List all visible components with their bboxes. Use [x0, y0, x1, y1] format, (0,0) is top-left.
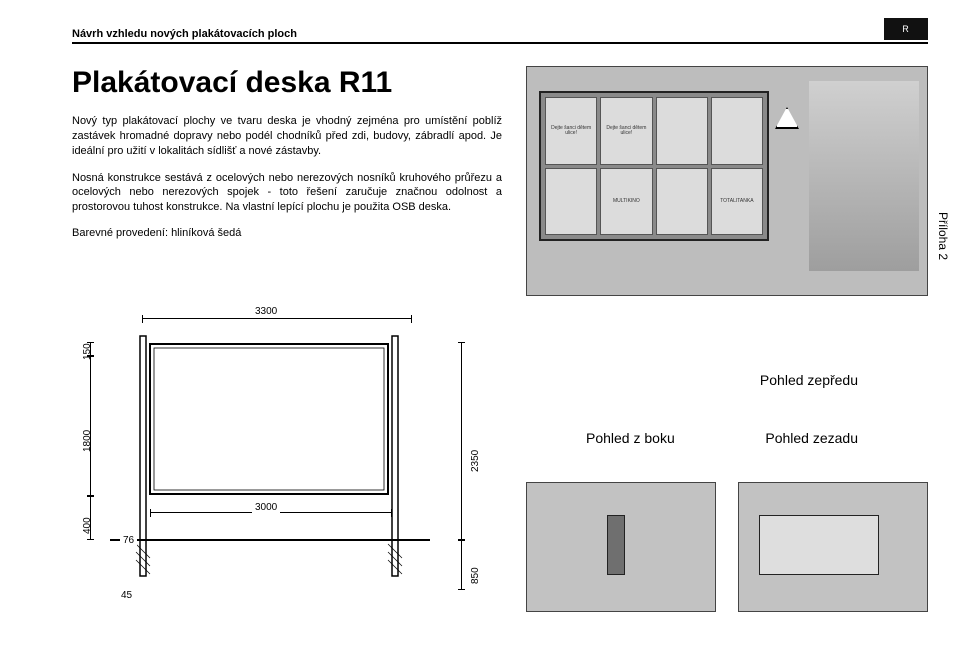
views-column: Pohled zepředu Pohled z boku Pohled zeza… [526, 312, 928, 612]
view-label-front: Pohled zepředu [760, 372, 858, 388]
warning-sign-icon [775, 107, 799, 129]
poster: TOTALITANKA [711, 168, 763, 236]
poster: MULTIKINO [600, 168, 652, 236]
poster [656, 168, 708, 236]
lower-section: 3300 150 1800 [72, 312, 928, 612]
mini-board-back [759, 515, 879, 575]
dim-line-1800 [90, 356, 91, 496]
color-line: Barevné provedení: hliníková šedá [72, 227, 502, 239]
main-title: Plakátovací deska R11 [72, 66, 502, 100]
dim-line-top [142, 318, 412, 319]
poster [545, 168, 597, 236]
poster: Dejte šanci dětem ulice! [545, 97, 597, 165]
mini-board-side [607, 515, 625, 575]
dim-label-850: 850 [470, 567, 481, 584]
dim-label-76: 76 [120, 535, 137, 546]
header-title: Návrh vzhledu nových plakátovacích ploch [72, 28, 297, 40]
dim-label-150: 150 [82, 343, 93, 360]
paragraph-1: Nový typ plakátovací plochy ve tvaru des… [72, 114, 502, 159]
thumb-back [738, 482, 928, 612]
poster [656, 97, 708, 165]
photo-building [809, 81, 919, 271]
thumb-side [526, 482, 716, 612]
poster [711, 97, 763, 165]
dim-label-45: 45 [118, 590, 135, 601]
board-svg [110, 330, 430, 600]
text-column: Plakátovací deska R11 Nový typ plakátova… [72, 66, 502, 296]
appendix-label: Příloha 2 [936, 212, 950, 260]
paragraph-2: Nosná konstrukce sestává z ocelových neb… [72, 171, 502, 216]
technical-drawing: 3300 150 1800 [72, 312, 502, 612]
view-label-side: Pohled z boku [586, 430, 675, 446]
poster: Dejte šanci dětem ulice! [600, 97, 652, 165]
view-label-back: Pohled zezadu [765, 430, 858, 446]
dim-line-850 [461, 540, 462, 590]
upper-section: Plakátovací deska R11 Nový typ plakátova… [72, 66, 928, 296]
dim-label-1800: 1800 [82, 430, 93, 452]
context-photo: Dejte šanci dětem ulice! Dejte šanci dět… [526, 66, 928, 296]
page-header: Návrh vzhledu nových plakátovacích ploch… [72, 18, 928, 44]
dim-label-3000: 3000 [252, 502, 280, 513]
dim-label-2350: 2350 [470, 450, 481, 472]
dim-line-2350 [461, 342, 462, 540]
dim-label-top: 3300 [252, 306, 280, 317]
header-logo: R [884, 18, 928, 40]
photo-board: Dejte šanci dětem ulice! Dejte šanci dět… [539, 91, 769, 241]
thumbnails [526, 482, 928, 612]
dim-label-400: 400 [82, 517, 93, 534]
